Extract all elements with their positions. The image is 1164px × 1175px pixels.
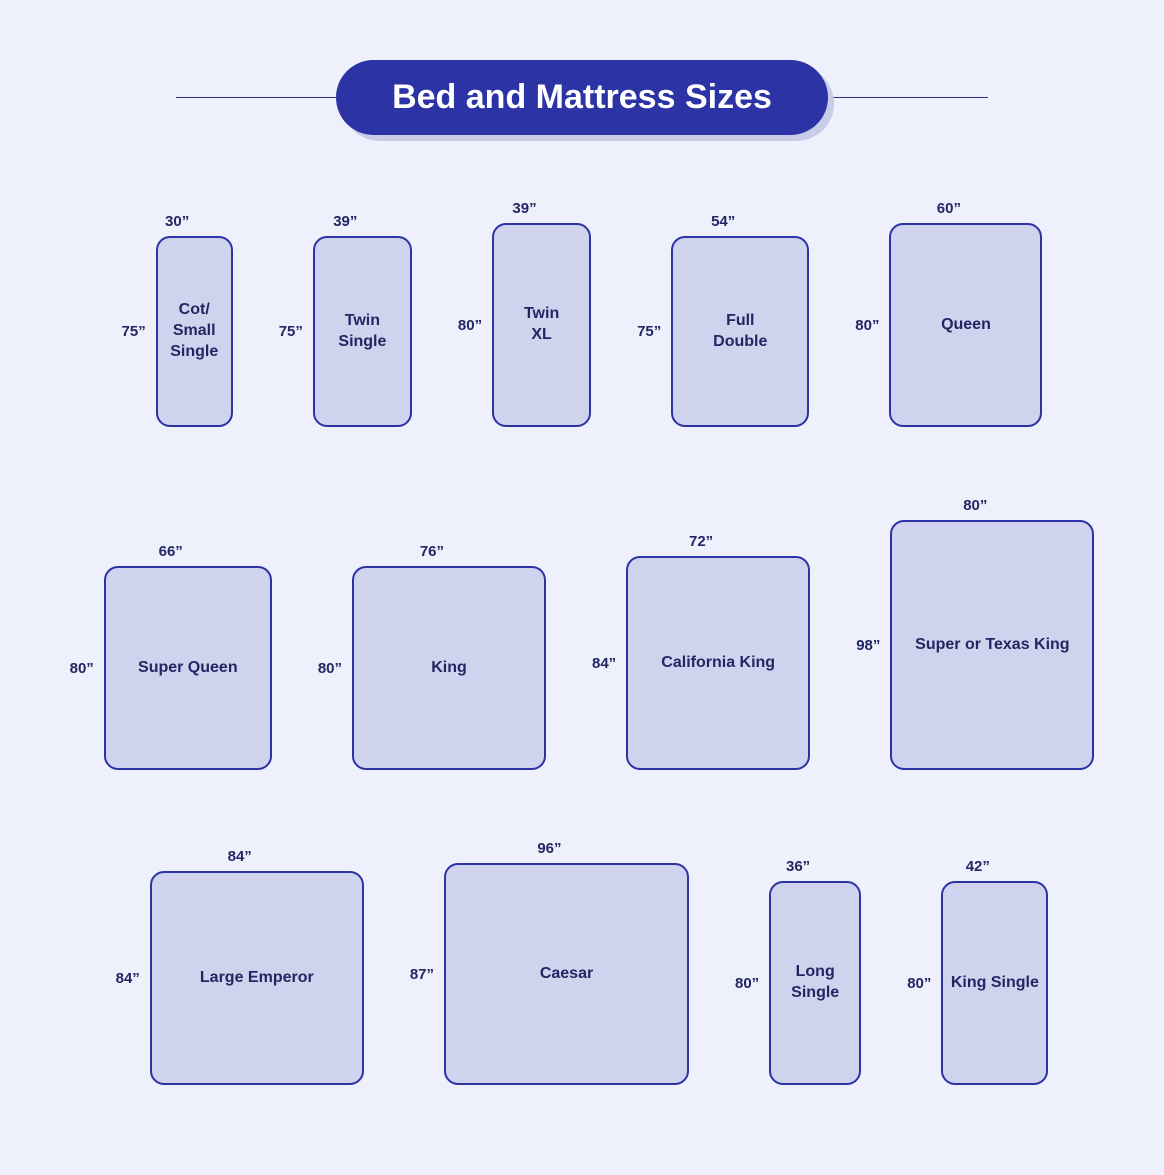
width-label: 96” <box>537 840 561 857</box>
bed-unit: 72” 84” California King <box>592 533 810 770</box>
length-label: 80” <box>318 660 342 677</box>
bed-unit: 54” 75” FullDouble <box>637 213 809 427</box>
width-label: 42” <box>966 858 990 875</box>
bed-rect: Cot/SmallSingle <box>156 236 233 427</box>
bed-name: King <box>431 658 467 679</box>
bed-rect: Super or Texas King <box>890 520 1094 770</box>
width-label: 72” <box>689 533 713 550</box>
bed-unit: 96” 87” Caesar <box>410 840 689 1085</box>
bed-rect: FullDouble <box>671 236 809 427</box>
bed-unit: 60” 80” Queen <box>855 200 1042 427</box>
bed-rect: Super Queen <box>104 566 272 770</box>
length-label: 75” <box>122 323 146 340</box>
bed-rect: Queen <box>889 223 1042 427</box>
bed-unit: 42” 80” King Single <box>907 858 1048 1085</box>
width-label: 80” <box>963 497 987 514</box>
title-bar: Bed and Mattress Sizes <box>0 60 1164 135</box>
title-pill: Bed and Mattress Sizes <box>336 60 828 135</box>
bed-name: Queen <box>941 315 991 336</box>
bed-rect: King Single <box>941 881 1048 1085</box>
bed-name: Super or Texas King <box>915 635 1069 656</box>
length-label: 84” <box>116 970 140 987</box>
bed-rect: Large Emperor <box>150 871 364 1085</box>
length-label: 75” <box>279 323 303 340</box>
width-label: 60” <box>937 200 961 217</box>
length-label: 80” <box>458 317 482 334</box>
length-label: 80” <box>735 975 759 992</box>
bed-name: King Single <box>951 973 1039 994</box>
bed-unit: 66” 80” Super Queen <box>70 543 272 770</box>
bed-rect: TwinSingle <box>313 236 412 427</box>
length-label: 75” <box>637 323 661 340</box>
length-label: 80” <box>907 975 931 992</box>
bed-rect: TwinXL <box>492 223 591 427</box>
bed-unit: 39” 75” TwinSingle <box>279 213 412 427</box>
bed-unit: 36” 80” LongSingle <box>735 858 861 1085</box>
bed-rect: King <box>352 566 546 770</box>
width-label: 84” <box>228 848 252 865</box>
length-label: 87” <box>410 966 434 983</box>
page-title: Bed and Mattress Sizes <box>336 60 828 135</box>
rule-line-left <box>176 97 336 98</box>
width-label: 36” <box>786 858 810 875</box>
bed-unit: 76” 80” King <box>318 543 546 770</box>
bed-name: Cot/SmallSingle <box>170 300 218 362</box>
rule-line-right <box>828 97 988 98</box>
bed-unit: 80” 98” Super or Texas King <box>856 497 1094 770</box>
bed-row: 66” 80” Super Queen 76” 80” King 72” 84”… <box>0 497 1164 770</box>
bed-name: FullDouble <box>713 311 767 353</box>
bed-row: 30” 75” Cot/SmallSingle 39” 75” TwinSing… <box>0 200 1164 427</box>
width-label: 39” <box>333 213 357 230</box>
length-label: 84” <box>592 655 616 672</box>
width-label: 66” <box>159 543 183 560</box>
bed-rect: Caesar <box>444 863 689 1085</box>
width-label: 39” <box>512 200 536 217</box>
bed-name: California King <box>661 653 775 674</box>
bed-row: 84” 84” Large Emperor 96” 87” Caesar 36”… <box>0 840 1164 1085</box>
bed-unit: 84” 84” Large Emperor <box>116 848 364 1085</box>
bed-name: TwinXL <box>524 304 559 346</box>
width-label: 30” <box>165 213 189 230</box>
bed-name: TwinSingle <box>338 311 386 353</box>
bed-name: Caesar <box>540 964 593 985</box>
bed-size-grid: 30” 75” Cot/SmallSingle 39” 75” TwinSing… <box>0 200 1164 1155</box>
bed-unit: 39” 80” TwinXL <box>458 200 591 427</box>
width-label: 76” <box>420 543 444 560</box>
bed-rect: LongSingle <box>769 881 861 1085</box>
length-label: 80” <box>70 660 94 677</box>
bed-rect: California King <box>626 556 810 770</box>
bed-unit: 30” 75” Cot/SmallSingle <box>122 213 233 427</box>
length-label: 98” <box>856 637 880 654</box>
bed-name: Super Queen <box>138 658 238 679</box>
bed-name: LongSingle <box>791 962 839 1004</box>
length-label: 80” <box>855 317 879 334</box>
bed-name: Large Emperor <box>200 968 314 989</box>
width-label: 54” <box>711 213 735 230</box>
